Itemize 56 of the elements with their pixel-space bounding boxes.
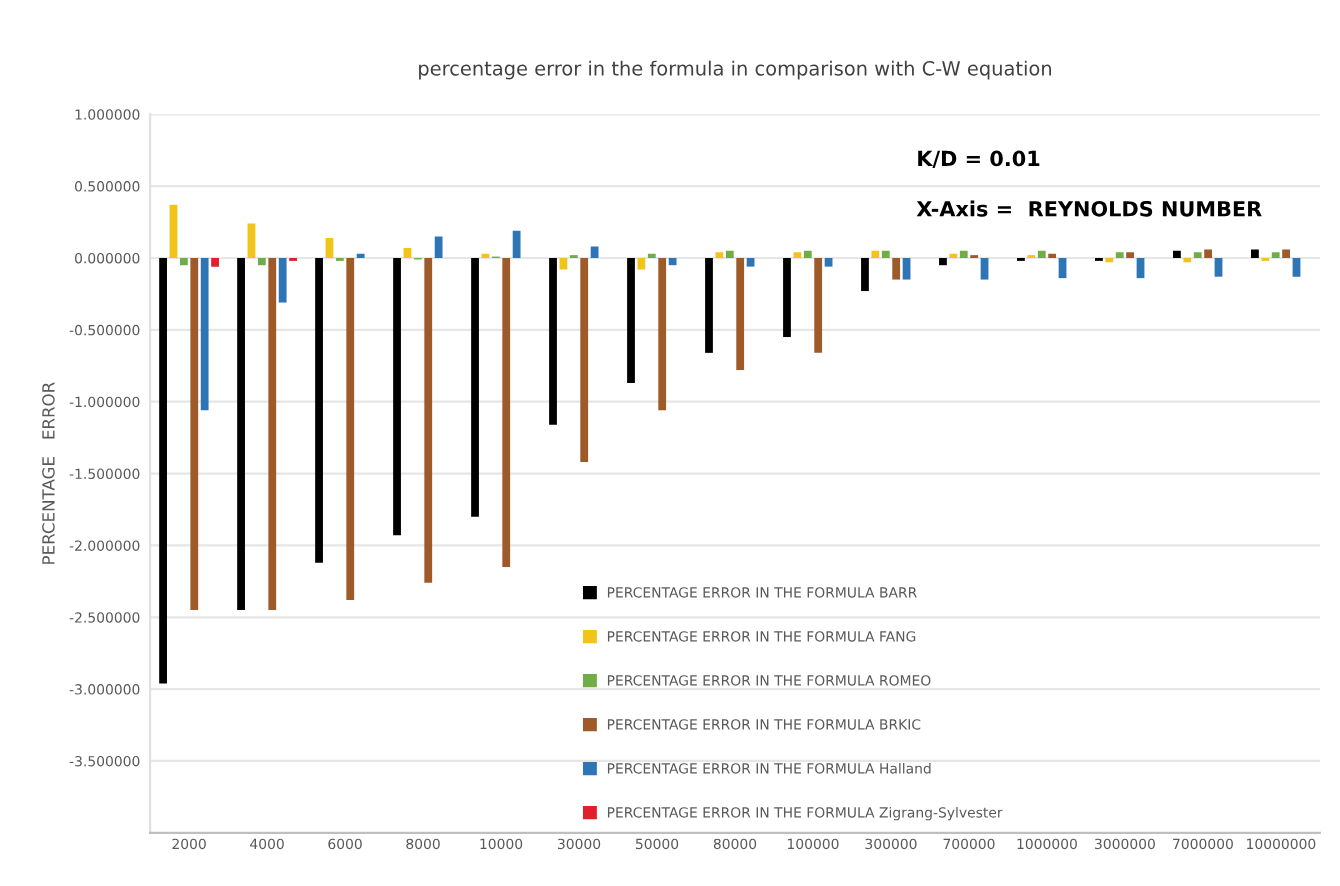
bar	[892, 258, 901, 280]
bar	[814, 258, 823, 353]
bar	[1214, 258, 1223, 277]
bar	[1173, 250, 1181, 258]
bar	[980, 258, 989, 280]
bar	[580, 258, 589, 463]
bar	[424, 258, 433, 583]
bar	[715, 252, 724, 258]
bar	[549, 258, 557, 425]
annotation: X-Axis = REYNOLDS NUMBER	[916, 200, 1262, 217]
bar	[861, 258, 869, 292]
bar	[1037, 250, 1046, 258]
bar	[590, 246, 599, 258]
bar	[346, 258, 355, 601]
bar	[1193, 252, 1202, 258]
bar	[705, 258, 713, 353]
bar	[1271, 252, 1280, 258]
bar	[658, 258, 667, 411]
bar	[939, 258, 947, 266]
bar	[315, 258, 323, 563]
bar	[1251, 249, 1259, 258]
bar	[783, 258, 791, 338]
bar	[627, 258, 635, 384]
bar	[179, 258, 188, 266]
bar	[1292, 258, 1301, 277]
bar	[278, 258, 287, 303]
bar	[959, 250, 968, 258]
bar	[393, 258, 401, 536]
bar	[824, 258, 833, 267]
bar	[871, 250, 880, 258]
bar	[237, 258, 245, 611]
bar	[1115, 252, 1124, 258]
bar	[257, 258, 266, 266]
annotation: K/D = 0.01	[918, 150, 1040, 168]
bar	[211, 258, 219, 267]
y-axis-title: PERCENTAGE ERROR	[42, 382, 55, 564]
bar	[736, 258, 745, 371]
bar	[434, 236, 443, 258]
bar	[902, 258, 911, 280]
bar	[159, 258, 167, 684]
bar	[881, 250, 890, 258]
bar	[803, 250, 812, 258]
bar	[200, 258, 209, 411]
bar	[190, 258, 199, 611]
bar	[471, 258, 479, 517]
bar	[1282, 249, 1290, 258]
bar	[502, 258, 511, 567]
bar	[725, 250, 734, 258]
bar	[403, 247, 412, 258]
bar	[746, 258, 755, 267]
bar	[1204, 249, 1213, 258]
bar	[793, 252, 802, 258]
bar	[268, 258, 277, 611]
bar	[1126, 252, 1135, 258]
chart-title: percentage error in the formula in comparison with C-W equation	[419, 60, 1052, 80]
bar	[512, 230, 521, 258]
